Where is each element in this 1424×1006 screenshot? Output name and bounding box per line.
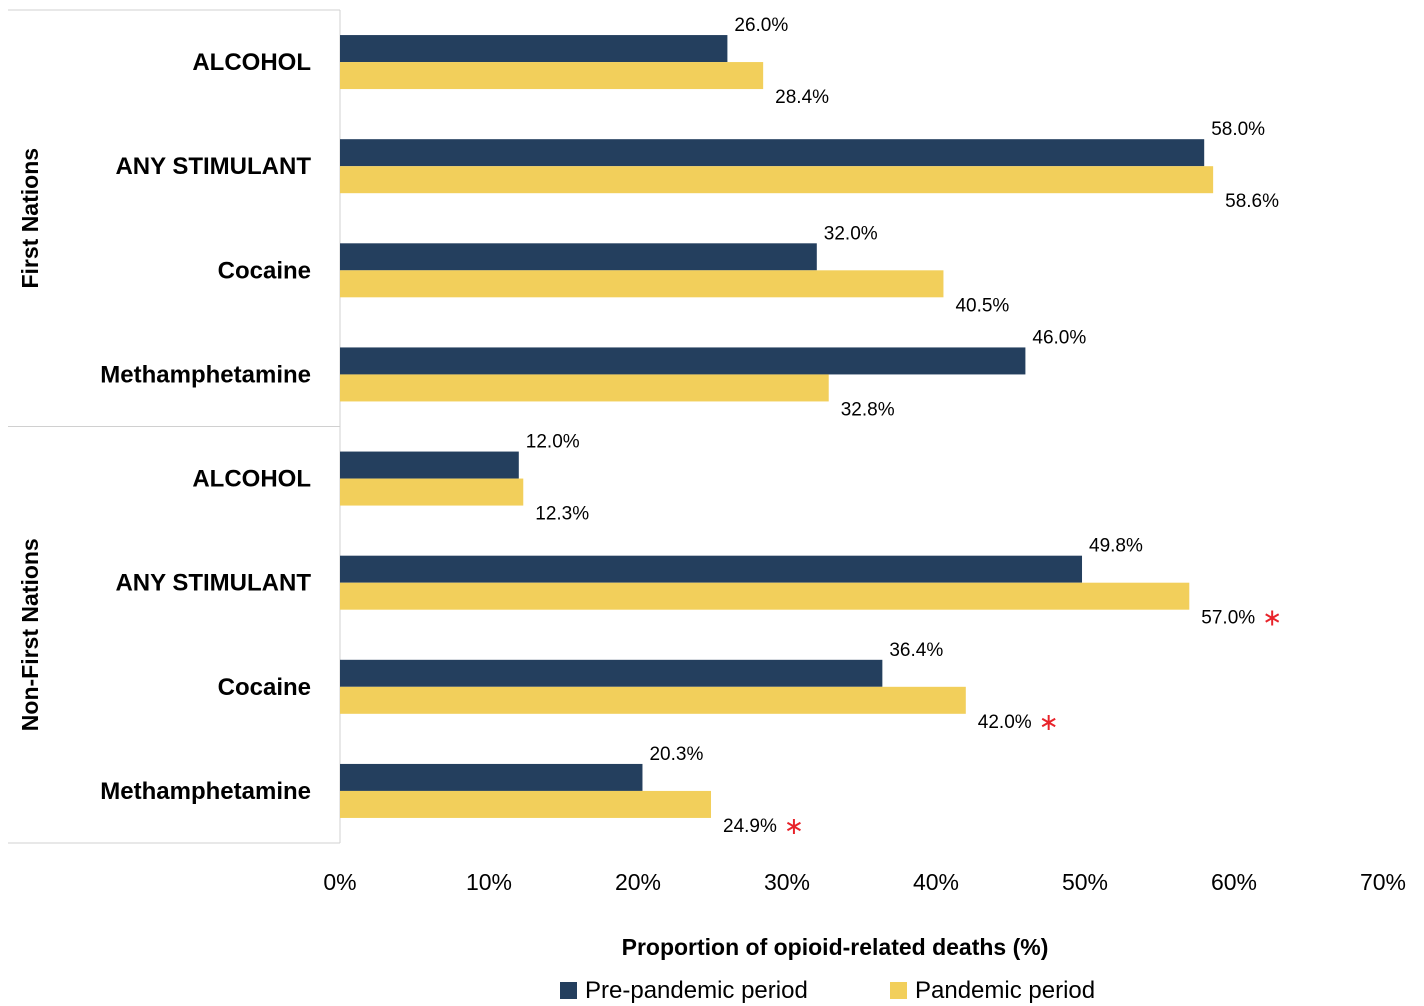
category-label: Methamphetamine: [100, 778, 311, 805]
data-label-pre-pandemic: 36.4%: [889, 640, 943, 661]
x-tick-label: 40%: [913, 869, 959, 895]
category-frame: [8, 9, 341, 844]
data-label-pandemic: 24.9%: [723, 816, 777, 837]
data-label-pre-pandemic: 32.0%: [824, 223, 878, 244]
category-label: ANY STIMULANT: [115, 570, 311, 597]
bar-pre-pandemic: [340, 243, 817, 271]
bar-pandemic: [340, 790, 712, 818]
group-label: First Nations: [17, 148, 43, 289]
x-tick-label: 0%: [323, 869, 356, 895]
data-label-pre-pandemic: 49.8%: [1089, 536, 1143, 557]
x-tick-label: 70%: [1360, 869, 1406, 895]
significance-asterisk: ∗: [1262, 604, 1282, 632]
significance-asterisk: ∗: [784, 812, 804, 840]
data-label-pre-pandemic: 20.3%: [649, 744, 703, 765]
bar-pre-pandemic: [340, 659, 883, 687]
data-label-pandemic: 12.3%: [535, 504, 589, 525]
bar-layer: [340, 35, 1214, 818]
label-layer: First Nations ALCOHOL 26.0% 28.4% ANY STIMUL…: [17, 15, 1282, 840]
bar-pre-pandemic: [340, 451, 519, 479]
x-tick-label: 30%: [764, 869, 810, 895]
x-tick-label: 10%: [466, 869, 512, 895]
x-axis-title: Proportion of opioid-related deaths (%): [622, 934, 1049, 960]
significance-asterisk: ∗: [1039, 708, 1059, 736]
bar-pre-pandemic: [340, 555, 1083, 583]
bar-pandemic: [340, 374, 829, 402]
legend-label: Pandemic period: [915, 977, 1095, 1004]
category-label: Methamphetamine: [100, 361, 311, 388]
data-label-pandemic: 58.6%: [1225, 191, 1279, 212]
bar-pre-pandemic: [340, 347, 1026, 375]
data-label-pandemic: 32.8%: [841, 399, 895, 420]
category-label: ALCOHOL: [192, 466, 311, 493]
bar-pre-pandemic: [340, 763, 643, 791]
category-label: Cocaine: [218, 674, 311, 701]
data-label-pre-pandemic: 26.0%: [734, 15, 788, 36]
data-label-pandemic: 57.0%: [1201, 608, 1255, 629]
x-tick-label: 60%: [1211, 869, 1257, 895]
category-label: Cocaine: [218, 257, 311, 284]
bar-pandemic: [340, 478, 524, 506]
data-label-pandemic: 40.5%: [955, 295, 1009, 316]
bar-pandemic: [340, 166, 1214, 194]
category-label: ALCOHOL: [192, 49, 311, 76]
bar-pandemic: [340, 582, 1190, 610]
legend-label: Pre-pandemic period: [585, 977, 808, 1004]
legend-swatch: [890, 982, 907, 999]
data-label-pre-pandemic: 12.0%: [526, 432, 580, 453]
group-label: Non-First Nations: [17, 538, 43, 731]
bar-pandemic: [340, 62, 764, 90]
legend: Pre-pandemic period Pandemic period: [560, 977, 1095, 1004]
x-tick-label: 20%: [615, 869, 661, 895]
bar-pandemic: [340, 270, 944, 298]
x-tick-label: 50%: [1062, 869, 1108, 895]
bar-pandemic: [340, 686, 966, 714]
bar-pre-pandemic: [340, 35, 728, 63]
data-label-pandemic: 42.0%: [978, 712, 1032, 733]
data-label-pandemic: 28.4%: [775, 87, 829, 108]
category-label: ANY STIMULANT: [115, 153, 311, 180]
legend-swatch: [560, 982, 577, 999]
data-label-pre-pandemic: 58.0%: [1211, 119, 1265, 140]
bar-pre-pandemic: [340, 139, 1205, 167]
x-axis-ticks: 0% 10% 20% 30% 40% 50% 60% 70%: [323, 869, 1406, 895]
data-label-pre-pandemic: 46.0%: [1032, 327, 1086, 348]
